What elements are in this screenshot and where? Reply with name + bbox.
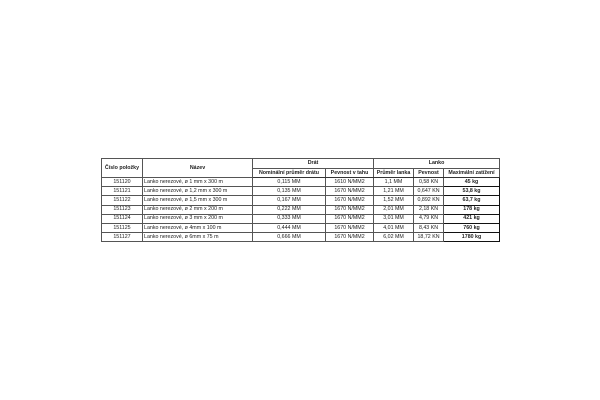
cell-wire-diameter: 0,666 MM: [252, 232, 326, 243]
cell-tensile-strength: 1670 N/MM2: [324, 186, 375, 197]
cell-rope-strength: 0,647 KN: [413, 186, 445, 197]
cell-rope-diameter: 1,1 MM: [373, 176, 415, 188]
header-group-rope: Lanko: [373, 158, 501, 169]
cell-item-number: 151121: [101, 186, 143, 197]
cell-max-load: 421 kg: [443, 213, 501, 224]
cell-rope-diameter: 2,01 MM: [373, 204, 415, 215]
cell-name: Lanko nerezové, ø 1,2 mm x 300 m: [142, 186, 253, 197]
cell-wire-diameter: 0,115 MM: [252, 176, 326, 188]
cell-tensile-strength: 1670 N/MM2: [324, 232, 375, 243]
cell-rope-strength: 2,18 KN: [413, 204, 445, 215]
cell-max-load: 63,7 kg: [443, 195, 501, 206]
cell-tensile-strength: 1670 N/MM2: [324, 213, 375, 224]
cell-item-number: 151124: [101, 213, 143, 224]
header-name: Název: [142, 158, 253, 178]
header-max-load: Maximální zatížení: [443, 168, 501, 178]
cell-max-load: 1780 kg: [443, 232, 501, 243]
cell-rope-strength: 18,72 KN: [413, 232, 445, 243]
cell-name: Lanko nerezové, ø 1 mm x 300 m: [142, 176, 253, 188]
cell-rope-diameter: 3,01 MM: [373, 213, 415, 224]
header-item-number: Číslo položky: [101, 158, 143, 178]
header-group-wire: Drát: [251, 158, 375, 169]
table-row: 151127 Lanko nerezové, ø 6mm x 75 m 0,666 …: [101, 232, 501, 243]
table-row: 151125 Lanko nerezové, ø 4mm x 100 m 0,444…: [101, 222, 501, 234]
cell-name: Lanko nerezové, ø 4mm x 100 m: [142, 222, 253, 234]
header-wire-diameter: Nominální průměr drátu: [252, 168, 326, 178]
cell-item-number: 151123: [101, 204, 143, 215]
cell-wire-diameter: 0,167 MM: [252, 195, 326, 206]
cell-rope-diameter: 6,02 MM: [373, 232, 415, 243]
table-row: 151121 Lanko nerezové, ø 1,2 mm x 300 m 0,…: [101, 186, 501, 197]
cell-rope-strength: 0,892 KN: [413, 195, 445, 206]
cell-name: Lanko nerezové, ø 3 mm x 200 m: [142, 213, 253, 224]
cell-name: Lanko nerezové, ø 1,5 mm x 300 m: [142, 195, 253, 206]
cell-item-number: 151127: [101, 232, 143, 243]
cell-tensile-strength: 1670 N/MM2: [324, 222, 375, 234]
table-row: 151120 Lanko nerezové, ø 1 mm x 300 m 0,11…: [101, 176, 501, 188]
cell-item-number: 151122: [101, 195, 143, 206]
cell-rope-diameter: 4,01 MM: [373, 222, 415, 234]
cell-wire-diameter: 0,135 MM: [252, 186, 326, 197]
header-rope-strength: Pevnost: [413, 168, 445, 178]
product-spec-table: Číslo položky Název Drát Lanko Nominální…: [101, 158, 501, 243]
cell-name: Lanko nerezové, ø 6mm x 75 m: [142, 232, 253, 243]
cell-tensile-strength: 1670 N/MM2: [324, 195, 375, 206]
table-row: 151122 Lanko nerezové, ø 1,5 mm x 300 m 0,…: [101, 195, 501, 206]
cell-tensile-strength: 1610 N/MM2: [324, 176, 375, 188]
table-row: 151123 Lanko nerezové, ø 2 mm x 200 m 0,22…: [101, 204, 501, 215]
cell-name: Lanko nerezové, ø 2 mm x 200 m: [142, 204, 253, 215]
cell-item-number: 151125: [101, 222, 143, 234]
cell-item-number: 151120: [101, 176, 143, 188]
header-rope-diameter: Průměr lanka: [373, 168, 415, 178]
cell-rope-diameter: 1,21 MM: [373, 186, 415, 197]
cell-max-load: 45 kg: [443, 176, 501, 188]
cell-wire-diameter: 0,333 MM: [252, 213, 326, 224]
table-row: 151124 Lanko nerezové, ø 3 mm x 200 m 0,33…: [101, 213, 501, 224]
header-row-columns: Nominální průměr drátu Pevnost v tahu Pr…: [102, 168, 501, 178]
cell-rope-diameter: 1,52 MM: [373, 195, 415, 206]
cell-rope-strength: 4,79 KN: [413, 213, 445, 224]
header-tensile-strength: Pevnost v tahu: [324, 168, 375, 178]
cell-wire-diameter: 0,222 MM: [252, 204, 326, 215]
header-row-groups: Číslo položky Název Drát Lanko: [101, 158, 501, 178]
cell-tensile-strength: 1670 N/MM2: [324, 204, 375, 215]
cell-max-load: 53,8 kg: [443, 186, 501, 197]
cell-rope-strength: 8,43 KN: [413, 222, 445, 234]
cell-max-load: 760 kg: [443, 222, 501, 234]
cell-rope-strength: 0,58 KN: [413, 176, 445, 188]
cell-wire-diameter: 0,444 MM: [252, 222, 326, 234]
cell-max-load: 178 kg: [443, 204, 501, 215]
